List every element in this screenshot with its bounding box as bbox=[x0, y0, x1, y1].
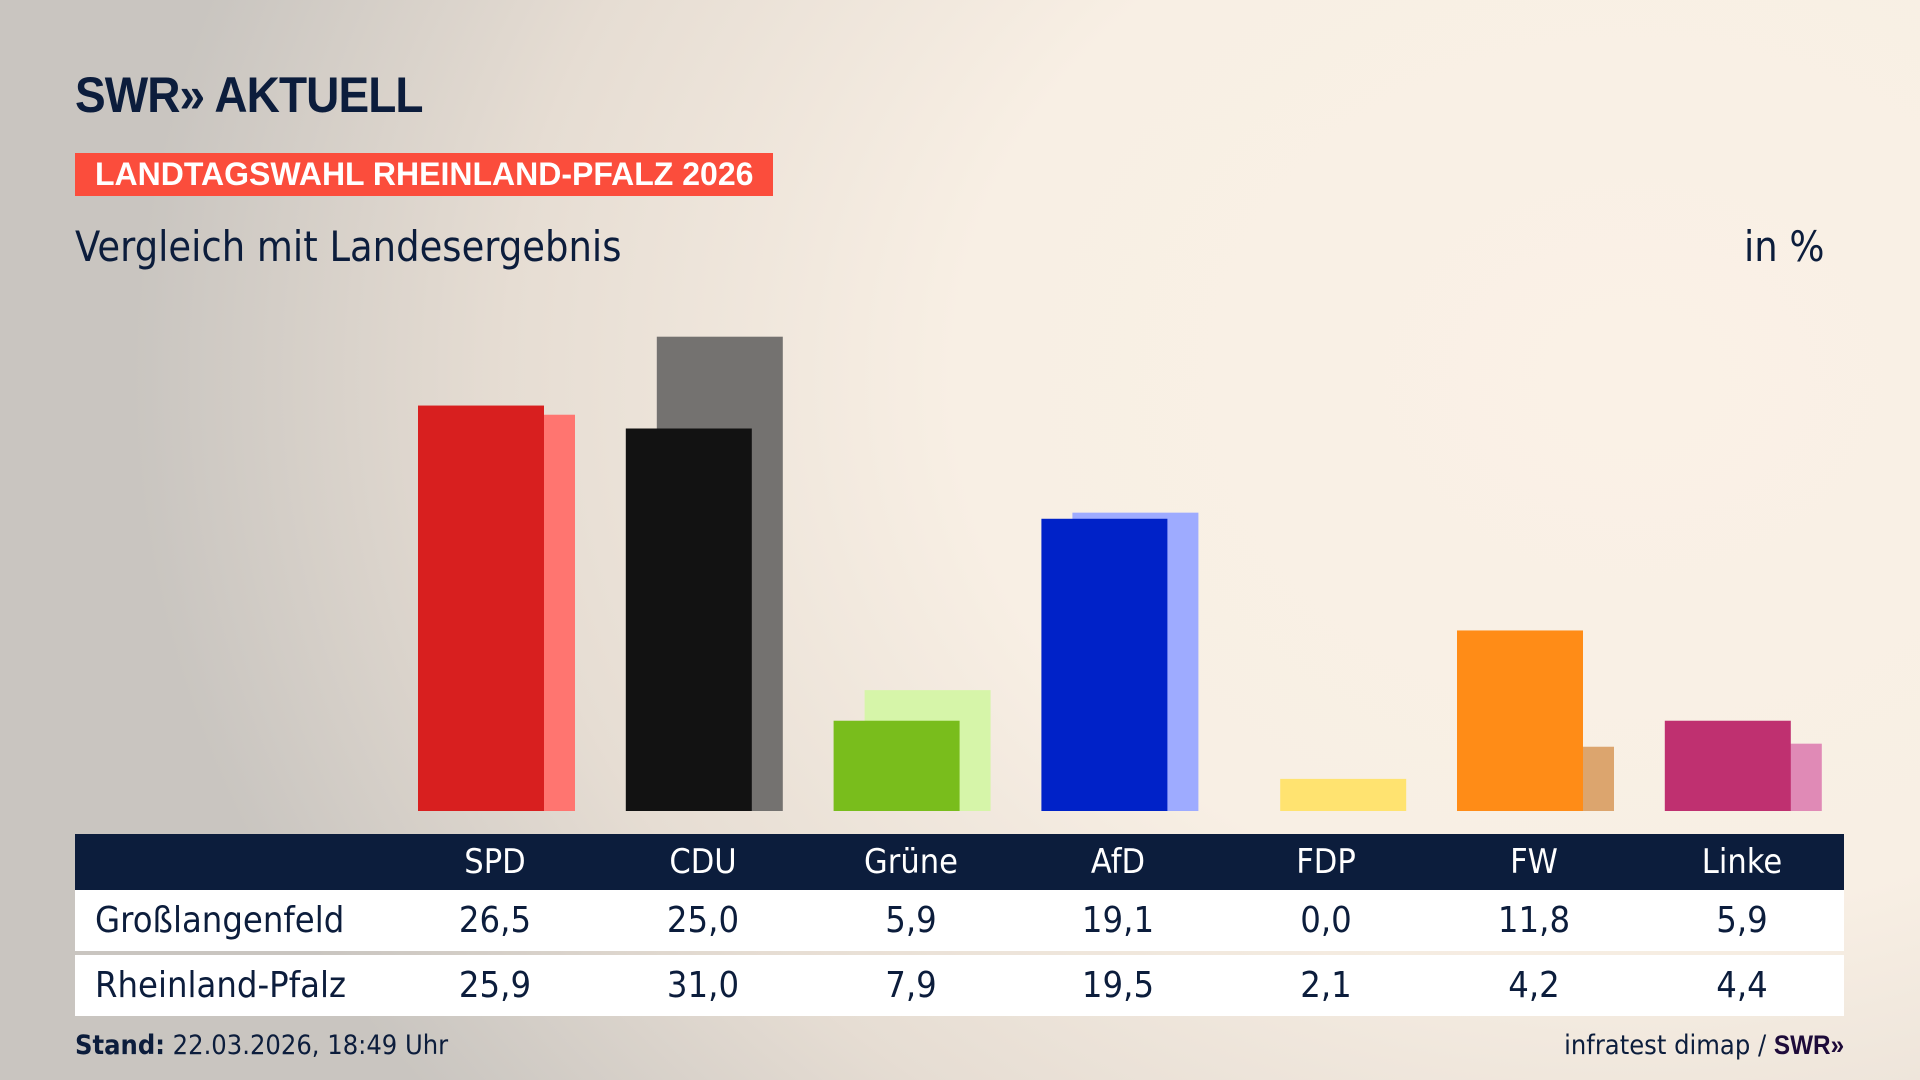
swr-logo: SWR» bbox=[1773, 1030, 1844, 1060]
column-header-linke: Linke bbox=[1701, 842, 1783, 882]
bar-linke-grosslangenfeld bbox=[1664, 720, 1791, 811]
value-cell: 19,5 bbox=[1082, 965, 1155, 1006]
column-header-grüne: Grüne bbox=[863, 842, 958, 882]
value-cell: 5,9 bbox=[884, 900, 937, 941]
bar-fw-grosslangenfeld bbox=[1457, 630, 1583, 811]
stand-value: 22.03.2026, 18:49 Uhr bbox=[164, 1030, 449, 1061]
value-cell: 0,0 bbox=[1300, 900, 1352, 941]
source-text: infratest dimap / bbox=[1564, 1030, 1774, 1061]
bar-spd-grosslangenfeld bbox=[418, 405, 544, 811]
value-cell: 31,0 bbox=[666, 965, 739, 1006]
value-cell: 11,8 bbox=[1497, 900, 1571, 941]
value-cell: 19,1 bbox=[1082, 900, 1155, 941]
chart-subtitle: Vergleich mit Landesergebnis bbox=[75, 222, 622, 271]
table-row-grosslangenfeld: Großlangenfeld 26,5 25,0 5,9 19,1 0,0 11,8 5,9 bbox=[75, 890, 1844, 951]
bar-cdu-grosslangenfeld bbox=[625, 428, 752, 811]
table-header: SPD CDU Grüne AfD FDP FW Linke bbox=[75, 834, 1844, 890]
column-header-fdp: FDP bbox=[1296, 842, 1356, 882]
value-cell: 25,9 bbox=[458, 965, 532, 1006]
election-banner: LANDTAGSWAHL RHEINLAND-PFALZ 2026 bbox=[75, 153, 774, 196]
value-cell: 7,9 bbox=[884, 965, 937, 1006]
value-cell: 26,5 bbox=[458, 900, 532, 941]
value-cell: 5,9 bbox=[1716, 900, 1768, 941]
bar-afd-grosslangenfeld bbox=[1041, 518, 1168, 811]
bar-grüne-grosslangenfeld bbox=[833, 720, 960, 811]
unit-label: in % bbox=[1744, 222, 1825, 271]
value-cell: 4,2 bbox=[1508, 965, 1560, 1006]
column-header-spd: SPD bbox=[464, 842, 526, 882]
value-cell: 2,1 bbox=[1300, 965, 1352, 1006]
swr-aktuell-logo: SWR» AKTUELL bbox=[75, 67, 423, 123]
bar-fdp-rheinland-pfalz bbox=[1280, 778, 1407, 811]
stand-label: Stand: bbox=[75, 1030, 165, 1061]
column-header-fw: FW bbox=[1510, 842, 1558, 882]
value-cell: 25,0 bbox=[666, 900, 739, 941]
column-header-afd: AfD bbox=[1091, 842, 1146, 882]
source-credit: infratest dimap / SWR» bbox=[1564, 1030, 1844, 1061]
row-label: Rheinland-Pfalz bbox=[95, 965, 346, 1006]
value-cell: 4,4 bbox=[1716, 965, 1768, 1006]
column-header-cdu: CDU bbox=[669, 842, 737, 882]
row-label: Großlangenfeld bbox=[95, 900, 345, 941]
table-row-rheinland-pfalz: Rheinland-Pfalz 25,9 31,0 7,9 19,5 2,1 4,2 4,4 bbox=[75, 955, 1844, 1016]
timestamp: Stand: 22.03.2026, 18:49 Uhr bbox=[75, 1030, 448, 1061]
